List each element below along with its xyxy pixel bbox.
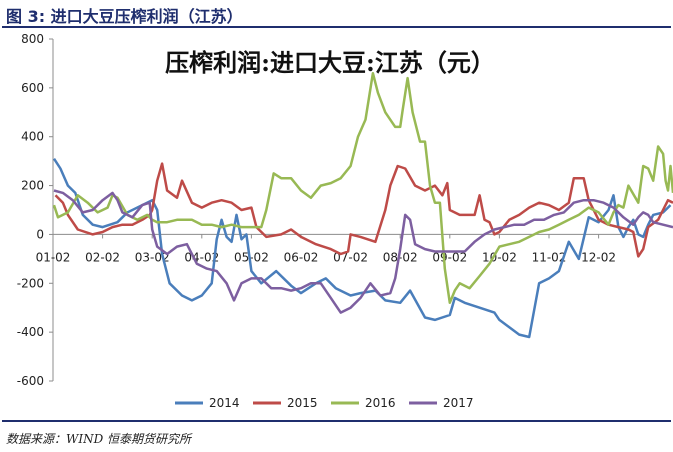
y-tick-label: -200 [17, 276, 44, 290]
y-tick-label: 400 [21, 130, 44, 144]
y-tick-label: 800 [21, 32, 44, 46]
y-tick-label: -600 [17, 374, 44, 388]
x-tick-label: 05-02 [234, 250, 269, 264]
chart-title: 压榨利润:进口大豆:江苏（元） [165, 48, 495, 77]
x-tick-label: 08-02 [383, 250, 418, 264]
series-line-2015 [54, 162, 673, 258]
x-tick-label: 11-02 [532, 250, 567, 264]
series-line-2016 [52, 71, 673, 305]
y-tick-label: 0 [36, 227, 44, 241]
series-line-2017 [53, 189, 673, 314]
chart-area: 800 600 400 200 0 -200 -400 -600 01-02 02-02 03-0… [0, 28, 673, 418]
source-rule [2, 420, 671, 422]
y-tick-label: 200 [21, 179, 44, 193]
x-tick-label: 12-02 [581, 250, 616, 264]
x-axis: 01-02 02-02 03-02 04-02 05-02 06-02 07-02 08-02… [36, 233, 637, 264]
figure-header: 图 3: 进口大豆压榨利润（江苏） [0, 0, 673, 28]
y-tick-label: 600 [21, 81, 44, 95]
figure-label: 图 3: 进口大豆压榨利润（江苏） [6, 7, 243, 26]
x-tick-label: 02-02 [85, 250, 120, 264]
legend: 2014 2015 2016 2017 [175, 396, 474, 410]
legend-label-2014: 2014 [209, 396, 240, 410]
x-tick-label: 09-02 [432, 250, 467, 264]
x-tick-label: 10-02 [482, 250, 517, 264]
legend-label-2017: 2017 [443, 396, 474, 410]
series-line-2014 [52, 158, 672, 339]
series-layer [52, 71, 673, 339]
legend-label-2015: 2015 [287, 396, 318, 410]
x-tick-label: 01-02 [36, 250, 71, 264]
header-rule [2, 26, 671, 28]
source-note: 数据来源：WIND 恒泰期货研究所 [6, 432, 192, 446]
legend-label-2016: 2016 [365, 396, 396, 410]
x-tick-label: 06-02 [284, 250, 319, 264]
y-axis: 800 600 400 200 0 -200 -400 -600 [17, 32, 54, 388]
y-tick-label: -400 [17, 325, 44, 339]
